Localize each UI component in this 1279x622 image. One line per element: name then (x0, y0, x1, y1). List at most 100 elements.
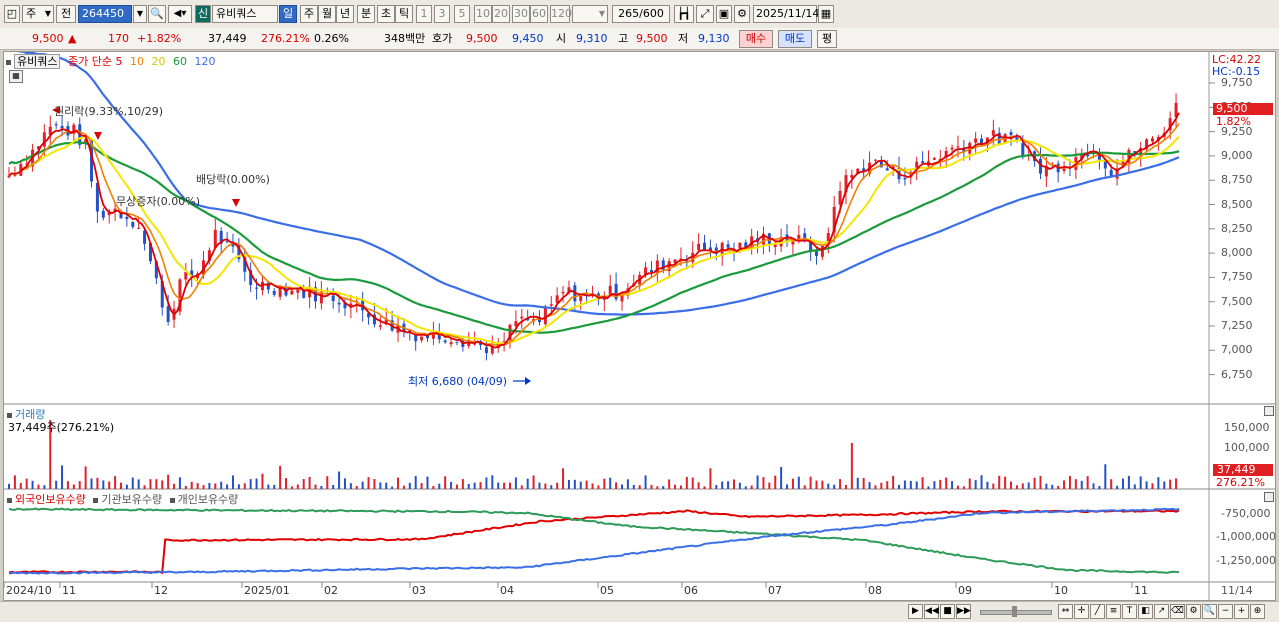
legend-stock-name[interactable]: 유비쿼스 (14, 54, 61, 69)
fill-icon[interactable]: ◧ (1138, 604, 1153, 619)
candle-body (649, 270, 653, 273)
candle-body (384, 318, 388, 325)
volume-bar (1045, 483, 1048, 489)
dividend-annotation: 배당락(0.00%) (196, 173, 270, 186)
x-axis-end-date: 11/14 (1221, 584, 1253, 597)
scroll-right-icon[interactable]: ▶ (908, 604, 923, 619)
period-tab-6[interactable]: 틱 (395, 5, 413, 23)
price-axis-label: 8,750 (1221, 173, 1253, 187)
zoom-fit-icon[interactable]: ⇔ (1058, 604, 1073, 619)
go-first-icon[interactable]: ◀◀ (924, 604, 939, 619)
arrow-tool-icon[interactable]: ↗ (1154, 604, 1169, 619)
legend-ma5[interactable]: 5 (115, 55, 123, 68)
volume-bar (261, 473, 264, 489)
low-value: 9,130 (698, 32, 730, 45)
volume-bar (909, 480, 912, 489)
volume-title[interactable]: 거래량 (15, 408, 46, 421)
chart-canvas[interactable] (4, 52, 1275, 600)
volume-bar (161, 480, 164, 489)
text-tool-icon[interactable]: T (1122, 604, 1137, 619)
chart-type-select[interactable]: 주 ▼ (22, 5, 54, 23)
eraser-icon[interactable]: ⌫ (1170, 604, 1185, 619)
eval-button[interactable]: 평 (817, 30, 837, 48)
search-icon[interactable]: 🔍 (148, 5, 166, 23)
up-arrow-icon: ▲ (68, 32, 77, 45)
draw-tool-icon[interactable]: ⤢ (696, 5, 714, 23)
settings-small-icon[interactable]: ⚙ (1186, 604, 1201, 619)
period-tab-2[interactable]: 월 (318, 5, 336, 23)
interval-tab-5[interactable]: 30 (512, 5, 530, 23)
chart-panel[interactable]: 유비쿼스 종가 단순 5 10 20 60 120 ▦ 권리락(9.33%,10… (3, 51, 1276, 601)
volume-bar (114, 476, 117, 489)
table-icon[interactable]: ▦ (9, 70, 23, 83)
legend-institution[interactable]: 기관보유수량 (101, 493, 163, 506)
interval-tab-0[interactable]: 1 (416, 5, 432, 23)
range-toggle[interactable]: 전 (56, 5, 76, 23)
volume-bar (1033, 477, 1036, 489)
interval-tab-4[interactable]: 20 (492, 5, 510, 23)
stop-icon[interactable]: ■ (940, 604, 955, 619)
volume-bar (756, 475, 759, 489)
interval-tab-3[interactable]: 10 (474, 5, 492, 23)
period-tab-0[interactable]: 일 (279, 5, 297, 23)
calendar-icon[interactable]: ▦ (818, 5, 834, 23)
interval-tab-7[interactable]: 120 (550, 5, 572, 23)
zoom-slider-handle[interactable] (1012, 606, 1017, 617)
crosshair-icon[interactable]: ✛ (1074, 604, 1089, 619)
speaker-icon[interactable]: ◀▾ (168, 5, 192, 23)
save-icon[interactable]: ▣ (716, 5, 732, 23)
stock-code-input[interactable]: 264450 (78, 5, 132, 23)
legend-ma10[interactable]: 10 (129, 55, 144, 68)
gear-icon[interactable]: ⚙ (734, 5, 750, 23)
buy-button[interactable]: 매수 (739, 30, 773, 48)
stock-name-field[interactable]: 유비쿼스 (212, 5, 278, 23)
zoom-reset-icon[interactable]: ⊕ (1250, 604, 1265, 619)
interval-custom-select[interactable]: ▼ (572, 5, 608, 23)
candle-body (744, 242, 748, 249)
candle-body (567, 287, 571, 293)
holding-lines (8, 507, 1180, 575)
volume-bar (774, 475, 777, 489)
volume-panel-close-icon[interactable] (1264, 406, 1274, 416)
legend-ma60[interactable]: 60 (172, 55, 187, 68)
volume-bar (273, 484, 276, 489)
period-tab-4[interactable]: 분 (357, 5, 375, 23)
fib-icon[interactable]: ≡ (1106, 604, 1121, 619)
volume-marker-value: 37,449 (1217, 463, 1256, 476)
volume-bar (90, 478, 93, 489)
holdings-panel-close-icon[interactable] (1264, 492, 1274, 502)
period-tab-1[interactable]: 주 (300, 5, 318, 23)
interval-tab-6[interactable]: 60 (530, 5, 548, 23)
interval-tab-1[interactable]: 3 (434, 5, 450, 23)
chart-menu-icon[interactable]: ◰ (4, 5, 20, 23)
candle-body (1015, 136, 1019, 141)
code-dropdown[interactable]: ▼ (133, 5, 147, 23)
price-axis-label: 8,250 (1221, 221, 1253, 235)
volume-bar (862, 478, 865, 489)
zoom-in-icon[interactable]: + (1234, 604, 1249, 619)
zoom-out-icon[interactable]: − (1218, 604, 1233, 619)
bottom-toolbar: ▶ ◀◀ ■ ▶▶ ⇔ ✛ ╱ ≡ T ◧ ↗ ⌫ ⚙ 🔍 − + ⊕ (0, 601, 1279, 622)
trendline-icon[interactable]: ╱ (1090, 604, 1105, 619)
volume-bar (1175, 478, 1178, 489)
go-last-icon[interactable]: ▶▶ (956, 604, 971, 619)
volume-bar (1092, 483, 1095, 489)
volume-bar (945, 477, 948, 489)
count-field[interactable]: 265/600 (612, 5, 670, 23)
interval-tab-2[interactable]: 5 (454, 5, 470, 23)
candle-body (1097, 152, 1101, 160)
magnifier-icon[interactable]: 🔍 (1202, 604, 1217, 619)
candle-body (667, 261, 671, 271)
volume-bar (597, 485, 600, 489)
period-tab-3[interactable]: 년 (336, 5, 354, 23)
legend-ma20[interactable]: 20 (151, 55, 166, 68)
legend-foreign[interactable]: 외국인보유수량 (15, 493, 86, 506)
volume-bar (285, 478, 288, 489)
volume-bar (721, 481, 724, 489)
legend-ma120[interactable]: 120 (194, 55, 216, 68)
date-field[interactable]: 2025/11/14 (753, 5, 819, 23)
candle-type-icon[interactable]: ┢┪ (674, 5, 694, 23)
sell-button[interactable]: 매도 (778, 30, 812, 48)
period-tab-5[interactable]: 초 (377, 5, 395, 23)
legend-individual[interactable]: 개인보유수량 (177, 493, 239, 506)
